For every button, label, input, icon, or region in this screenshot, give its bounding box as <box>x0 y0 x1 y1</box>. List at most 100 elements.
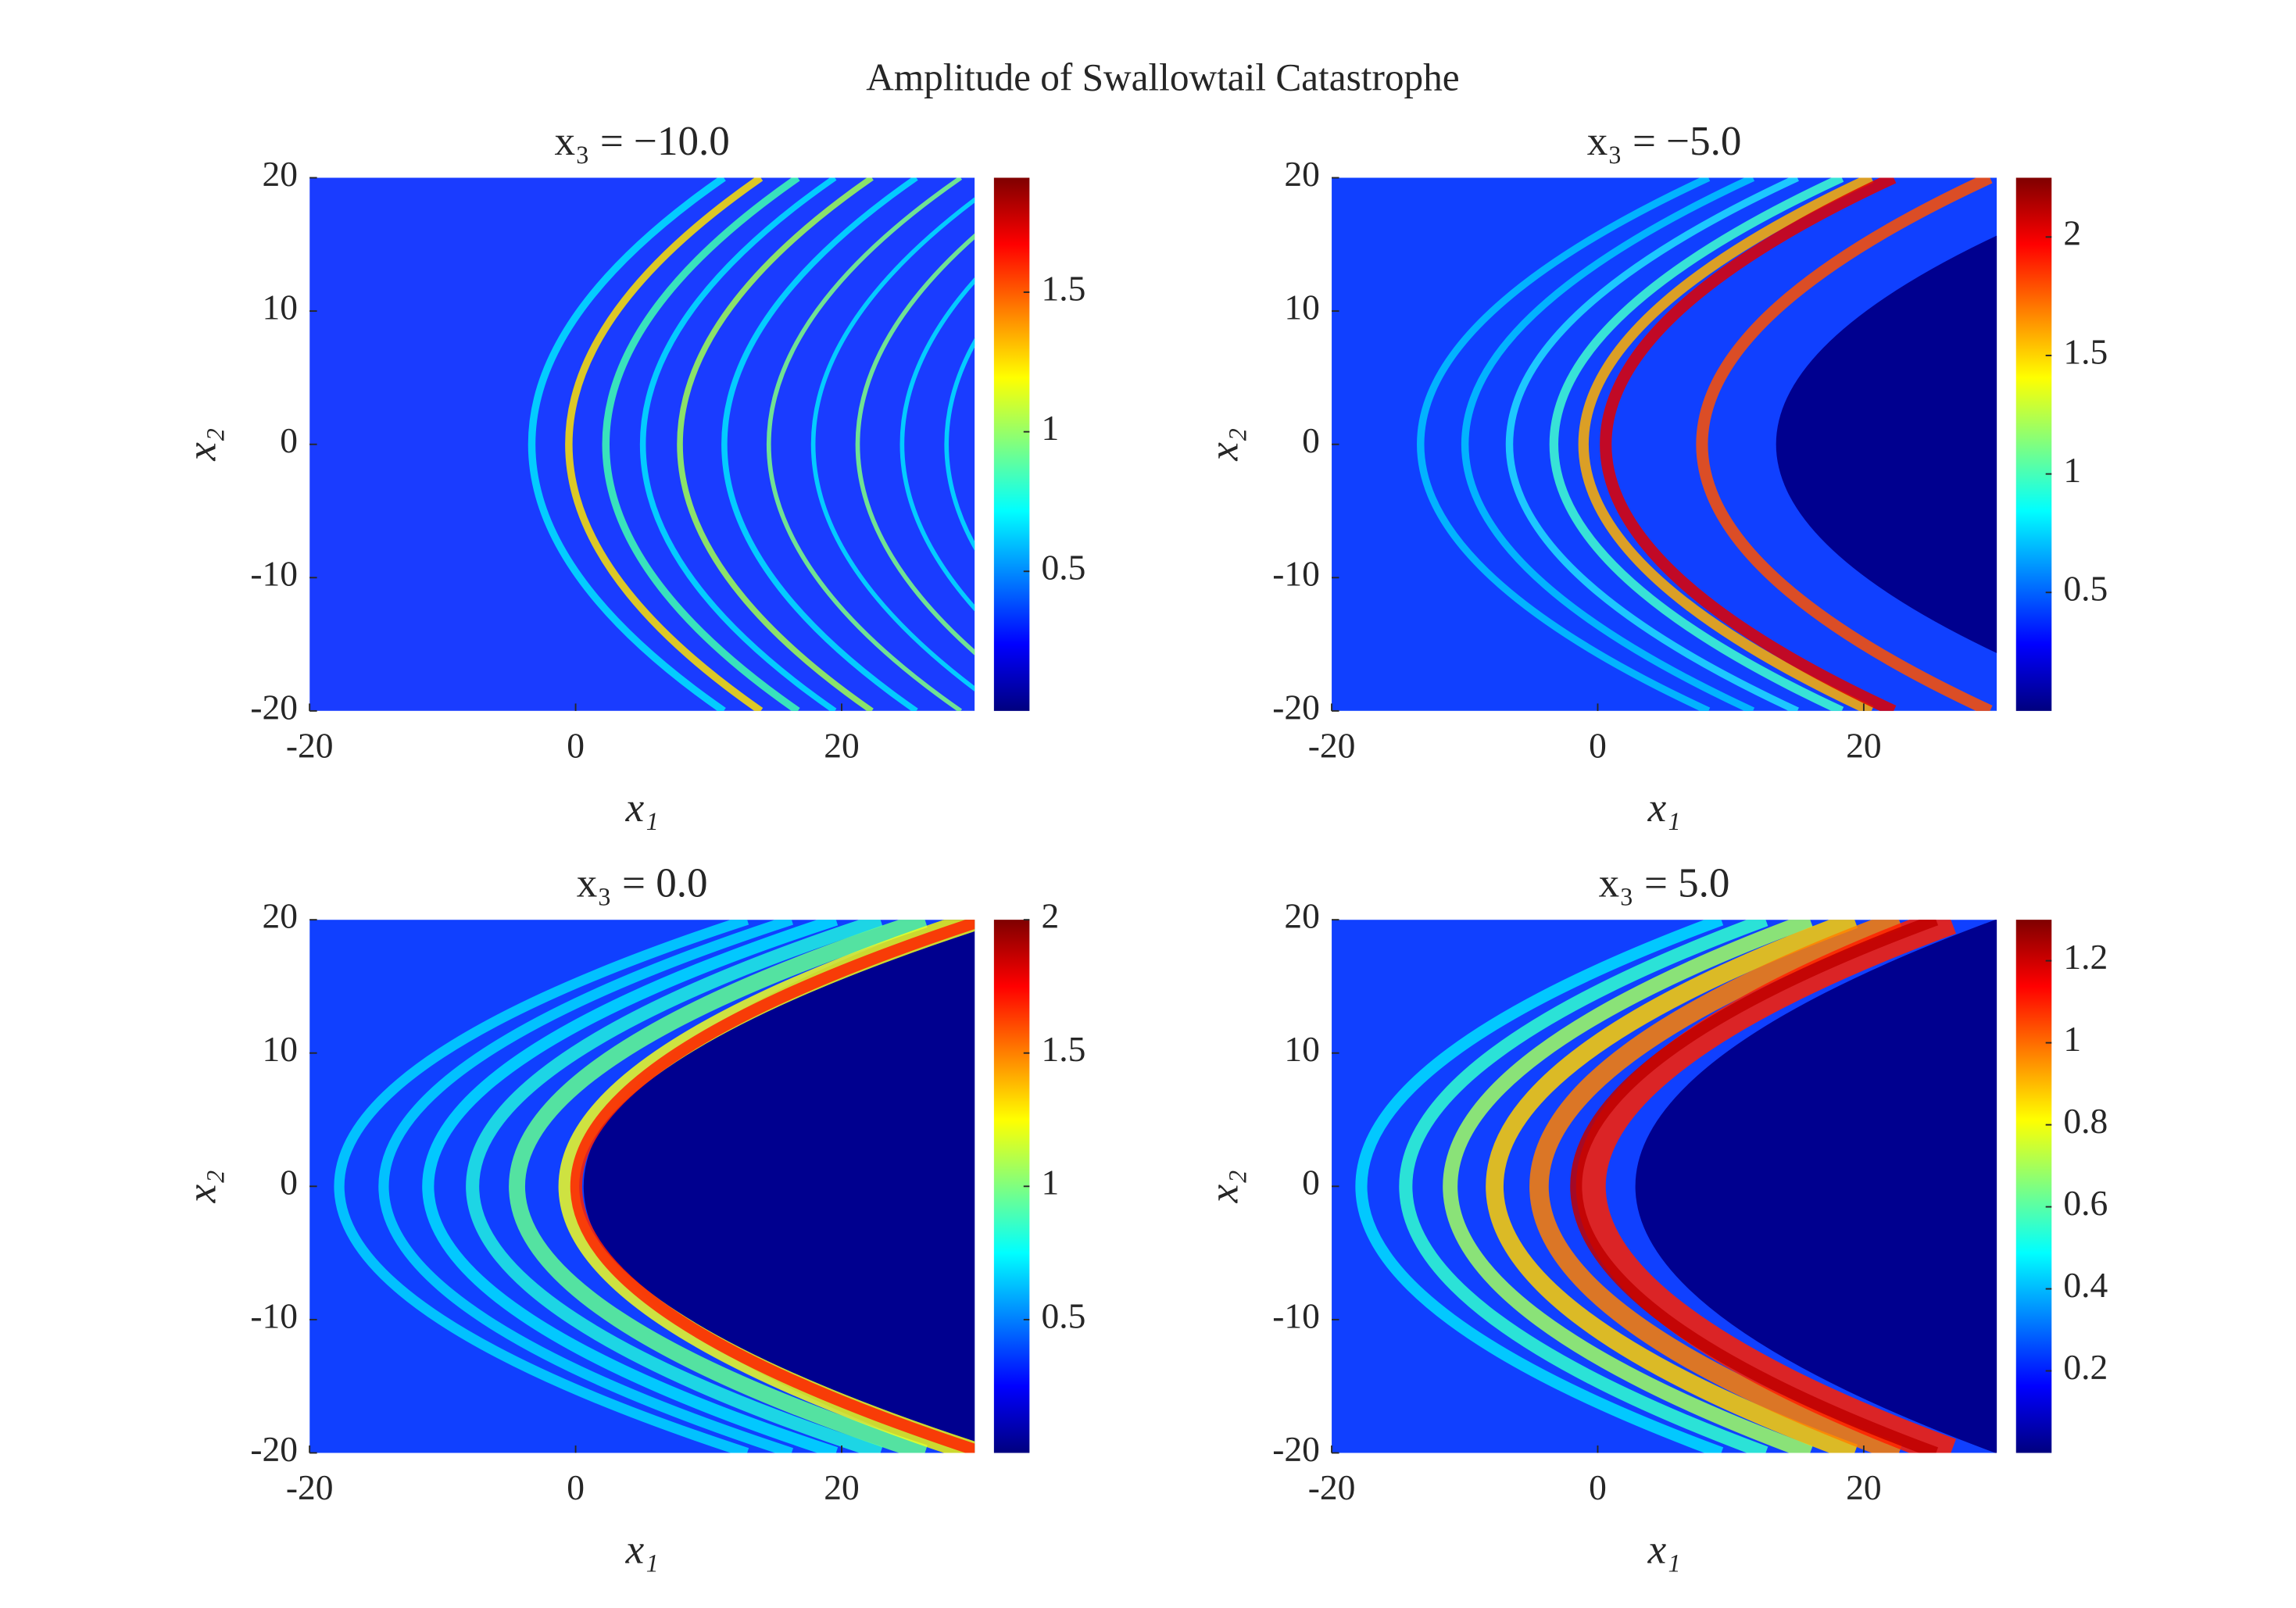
x-tick-label: 0 <box>567 726 585 766</box>
field-fringe <box>565 177 764 711</box>
y-tick-label: 10 <box>1284 1029 1319 1069</box>
x-axis-label: x₁ <box>1647 1528 1681 1573</box>
y-tick-label: -20 <box>1272 687 1320 727</box>
field-fringe <box>334 920 749 1453</box>
field-fringe <box>1600 177 1897 711</box>
field-fringe <box>721 177 918 711</box>
y-tick-label: 20 <box>263 896 298 936</box>
y-tick-label: 10 <box>1284 288 1319 327</box>
x-tick-label: 0 <box>1589 726 1607 766</box>
x-tick-label: -20 <box>286 726 334 766</box>
field-fringe <box>528 177 726 711</box>
colorbar-tick-label: 2 <box>2063 213 2081 253</box>
field-fringe <box>422 920 839 1453</box>
field-fringe <box>509 920 928 1453</box>
subplot: -20 0 20 -20 -10 0 10 20 x₃ = −10.0 x₁ x₂ 0.5 1 1.5 <box>180 119 1086 831</box>
y-tick-label: 0 <box>1302 420 1320 460</box>
colorbar-tick-label: 0.5 <box>1042 548 1086 588</box>
field-fringe <box>602 177 800 711</box>
x-tick-label: 20 <box>1846 726 1881 766</box>
x-tick-label: -20 <box>286 1467 334 1507</box>
y-tick-label: -10 <box>1272 1295 1320 1335</box>
y-tick-label: -20 <box>250 687 298 727</box>
y-tick-label: -10 <box>250 1295 298 1335</box>
colorbar-tick-label: 0.8 <box>2063 1101 2108 1141</box>
field-fringe <box>1506 177 1799 711</box>
colorbar-tick-label: 0.6 <box>2063 1183 2108 1223</box>
field-fringe <box>1575 920 1956 1453</box>
y-tick-label: -20 <box>1272 1429 1320 1469</box>
x-tick-label: 0 <box>567 1467 585 1507</box>
x-tick-label: -20 <box>1308 726 1356 766</box>
y-tick-label: 0 <box>280 1163 298 1202</box>
y-axis-label: x₂ <box>180 1170 225 1203</box>
field-image <box>309 177 975 711</box>
colorbar-tick-label: 1.5 <box>1042 268 1086 308</box>
y-tick-label: 20 <box>1284 896 1319 936</box>
x-tick-label: -20 <box>1308 1467 1356 1507</box>
field-fringe <box>466 920 883 1453</box>
y-axis-label: x₂ <box>1202 1170 1247 1203</box>
y-axis-label: x₂ <box>180 428 225 462</box>
x-tick-label: 20 <box>1846 1467 1881 1507</box>
field-fringe <box>944 338 975 552</box>
field-fringe <box>899 277 975 612</box>
field-fringe <box>1417 177 1711 711</box>
y-tick-label: -20 <box>250 1429 298 1469</box>
axes-title: x₃ = 0.0 <box>577 861 708 906</box>
colorbar-tick-label: 1 <box>1042 1163 1060 1202</box>
field-fringe <box>1578 177 1874 711</box>
x-axis-label: x₁ <box>625 785 659 831</box>
y-tick-label: 20 <box>263 154 298 194</box>
field-fringe <box>1529 920 1903 1453</box>
y-tick-label: 10 <box>263 288 298 327</box>
colorbar-tick-label: 0.5 <box>1042 1295 1086 1335</box>
colorbar-tick-label: 1 <box>2063 1019 2081 1059</box>
colorbar <box>993 177 1030 711</box>
axes-title: x₃ = −10.0 <box>555 119 730 164</box>
field-shadow <box>1776 235 1997 653</box>
y-tick-label: 0 <box>1302 1163 1320 1202</box>
field-fringe <box>677 177 874 711</box>
colorbar-tick-label: 1 <box>2063 450 2081 490</box>
x-tick-label: 20 <box>824 1467 859 1507</box>
field-fringe <box>1461 177 1755 711</box>
axes-title: x₃ = −5.0 <box>1587 119 1742 164</box>
field-fringe <box>1696 177 1993 711</box>
field-image <box>309 920 975 1453</box>
y-tick-label: 0 <box>280 420 298 460</box>
field-fringe <box>1399 920 1768 1453</box>
colorbar <box>2015 177 2052 711</box>
subplot: -20 0 20 -20 -10 0 10 20 x₃ = 0.0 x₁ x₂ 0.5 1 1.5 2 <box>180 861 1086 1573</box>
x-axis-label: x₁ <box>1647 785 1681 831</box>
field-shadow <box>1635 920 1997 1453</box>
field-fringe <box>1570 920 1939 1453</box>
field-fringe <box>570 920 975 1453</box>
field-fringe <box>1443 920 1813 1453</box>
field-fringe <box>767 177 963 711</box>
y-axis-label: x₂ <box>1202 428 1247 462</box>
subplot: -20 0 20 -20 -10 0 10 20 x₃ = 5.0 x₁ x₂ 0.2 0.4 0.6 0.… <box>1202 861 2108 1573</box>
field-fringe <box>1486 920 1858 1453</box>
field-fringe <box>855 233 975 656</box>
axes-title: x₃ = 5.0 <box>1599 861 1730 906</box>
field-image <box>1332 177 1997 711</box>
colorbar-tick-label: 0.5 <box>2063 569 2108 609</box>
field-fringe <box>1549 177 1844 711</box>
colorbar-tick-label: 0.2 <box>2063 1347 2108 1387</box>
colorbar-tick-label: 1 <box>1042 408 1060 448</box>
y-tick-label: -10 <box>1272 554 1320 594</box>
colorbar <box>2015 920 2052 1453</box>
field-fringe <box>640 177 837 711</box>
colorbar-tick-label: 1.5 <box>2063 331 2108 371</box>
colorbar-tick-label: 2 <box>1042 896 1060 936</box>
field-fringe <box>378 920 794 1453</box>
field-fringe <box>811 197 975 691</box>
y-tick-label: -10 <box>250 554 298 594</box>
colorbar-tick-label: 0.4 <box>2063 1265 2108 1305</box>
y-tick-label: 20 <box>1284 154 1319 194</box>
y-tick-label: 10 <box>263 1029 298 1069</box>
colorbar-tick-label: 1.5 <box>1042 1029 1086 1069</box>
